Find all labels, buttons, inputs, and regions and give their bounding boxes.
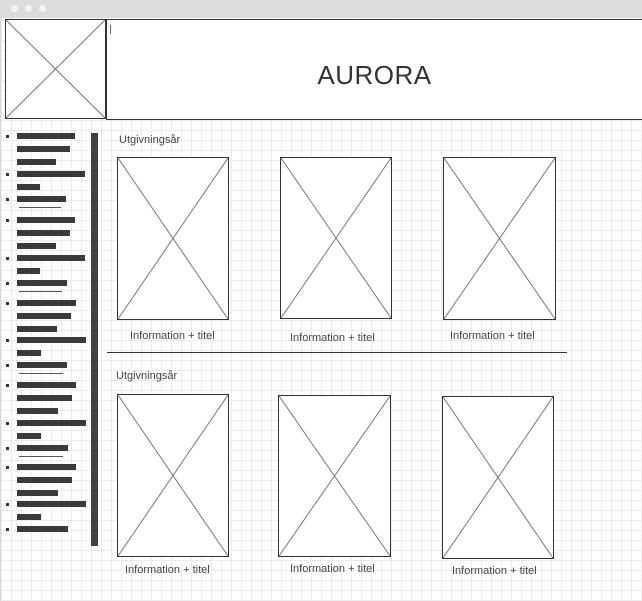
sidebar-item-label-placeholder xyxy=(17,420,86,426)
image-placeholder-icon xyxy=(281,158,391,318)
image-placeholder-icon xyxy=(118,158,228,319)
sidebar-item-label-placeholder xyxy=(17,184,40,190)
book-cover-placeholder[interactable] xyxy=(117,394,229,557)
section-heading-release-year: Utgivningsår xyxy=(119,134,181,146)
bullet-icon xyxy=(6,302,9,305)
sidebar-item-label-placeholder xyxy=(17,255,85,261)
sidebar-item-label-placeholder xyxy=(17,464,76,470)
book-cover-placeholder[interactable] xyxy=(442,396,554,559)
bullet-icon xyxy=(6,364,9,367)
sidebar-item-label-placeholder xyxy=(17,159,56,165)
sidebar-item-label-placeholder xyxy=(17,171,85,177)
sidebar-underline xyxy=(19,207,61,208)
card-caption[interactable]: Information + titel xyxy=(290,563,375,575)
sidebar-item-label-placeholder xyxy=(17,514,41,520)
sidebar-scrollbar[interactable] xyxy=(91,133,98,546)
bullet-icon xyxy=(6,282,9,285)
sidebar-item-label-placeholder xyxy=(17,395,72,401)
bullet-icon xyxy=(6,173,9,176)
sidebar-item-label-placeholder xyxy=(17,280,67,286)
bullet-icon xyxy=(6,135,9,138)
sidebar-underline xyxy=(19,456,63,457)
section-divider xyxy=(107,352,567,353)
window-close-button[interactable] xyxy=(11,5,18,12)
sidebar-item-label-placeholder xyxy=(17,433,41,439)
sidebar-item-label-placeholder xyxy=(17,217,75,223)
sidebar-item-label-placeholder xyxy=(17,243,56,249)
site-title[interactable]: AURORA xyxy=(317,60,432,90)
card-caption[interactable]: Information + titel xyxy=(452,565,537,577)
sidebar-item-label-placeholder xyxy=(17,146,70,152)
sidebar-item-label-placeholder xyxy=(17,501,86,507)
text-cursor-icon xyxy=(110,25,111,34)
sidebar-item-label-placeholder xyxy=(17,477,72,483)
sidebar-underline xyxy=(19,373,63,374)
sidebar-item-label-placeholder xyxy=(17,313,71,319)
bullet-icon xyxy=(6,198,9,201)
book-cover-placeholder[interactable] xyxy=(117,157,229,320)
sidebar-item-label-placeholder xyxy=(17,526,68,532)
card-caption[interactable]: Information + titel xyxy=(125,564,210,576)
card-caption[interactable]: Information + titel xyxy=(130,330,215,342)
bullet-icon xyxy=(6,339,9,342)
sidebar-item-label-placeholder xyxy=(17,445,68,451)
sidebar-item-label-placeholder xyxy=(17,196,66,202)
sidebar-item-label-placeholder xyxy=(17,326,57,332)
section-heading-release-year: Utgivningsår xyxy=(116,370,178,382)
book-cover-placeholder[interactable] xyxy=(443,157,556,320)
image-placeholder-icon xyxy=(118,395,228,556)
bullet-icon xyxy=(6,447,9,450)
card-caption[interactable]: Information + titel xyxy=(290,332,375,344)
bullet-icon xyxy=(6,503,9,506)
sidebar-item-label-placeholder xyxy=(17,230,70,236)
image-placeholder-icon xyxy=(443,397,553,558)
sidebar-underline xyxy=(19,291,62,292)
sidebar-nav xyxy=(5,130,105,550)
bullet-icon xyxy=(6,422,9,425)
window-titlebar xyxy=(1,0,642,18)
book-cover-placeholder[interactable] xyxy=(278,395,391,557)
bullet-icon xyxy=(6,528,9,531)
logo-image-placeholder[interactable] xyxy=(5,19,106,119)
window-minimize-button[interactable] xyxy=(25,5,32,12)
card-caption[interactable]: Information + titel xyxy=(450,330,535,342)
bullet-icon xyxy=(6,466,9,469)
bullet-icon xyxy=(6,384,9,387)
sidebar-item-label-placeholder xyxy=(17,362,67,368)
sidebar-item-label-placeholder xyxy=(17,350,41,356)
sidebar-item-label-placeholder xyxy=(17,133,75,139)
sidebar-item-label-placeholder xyxy=(17,268,40,274)
image-placeholder-icon xyxy=(444,158,555,319)
image-placeholder-icon xyxy=(6,20,105,118)
sidebar-item-label-placeholder xyxy=(17,408,58,414)
sidebar-item-label-placeholder xyxy=(17,490,58,496)
header-banner: AURORA xyxy=(106,19,642,120)
sidebar-item-label-placeholder xyxy=(17,382,76,388)
bullet-icon xyxy=(6,219,9,222)
window-maximize-button[interactable] xyxy=(39,5,46,12)
sidebar-item-label-placeholder xyxy=(17,337,86,343)
bullet-icon xyxy=(6,257,9,260)
book-cover-placeholder[interactable] xyxy=(280,157,392,319)
sidebar-item-label-placeholder xyxy=(17,300,76,306)
image-placeholder-icon xyxy=(279,396,390,556)
